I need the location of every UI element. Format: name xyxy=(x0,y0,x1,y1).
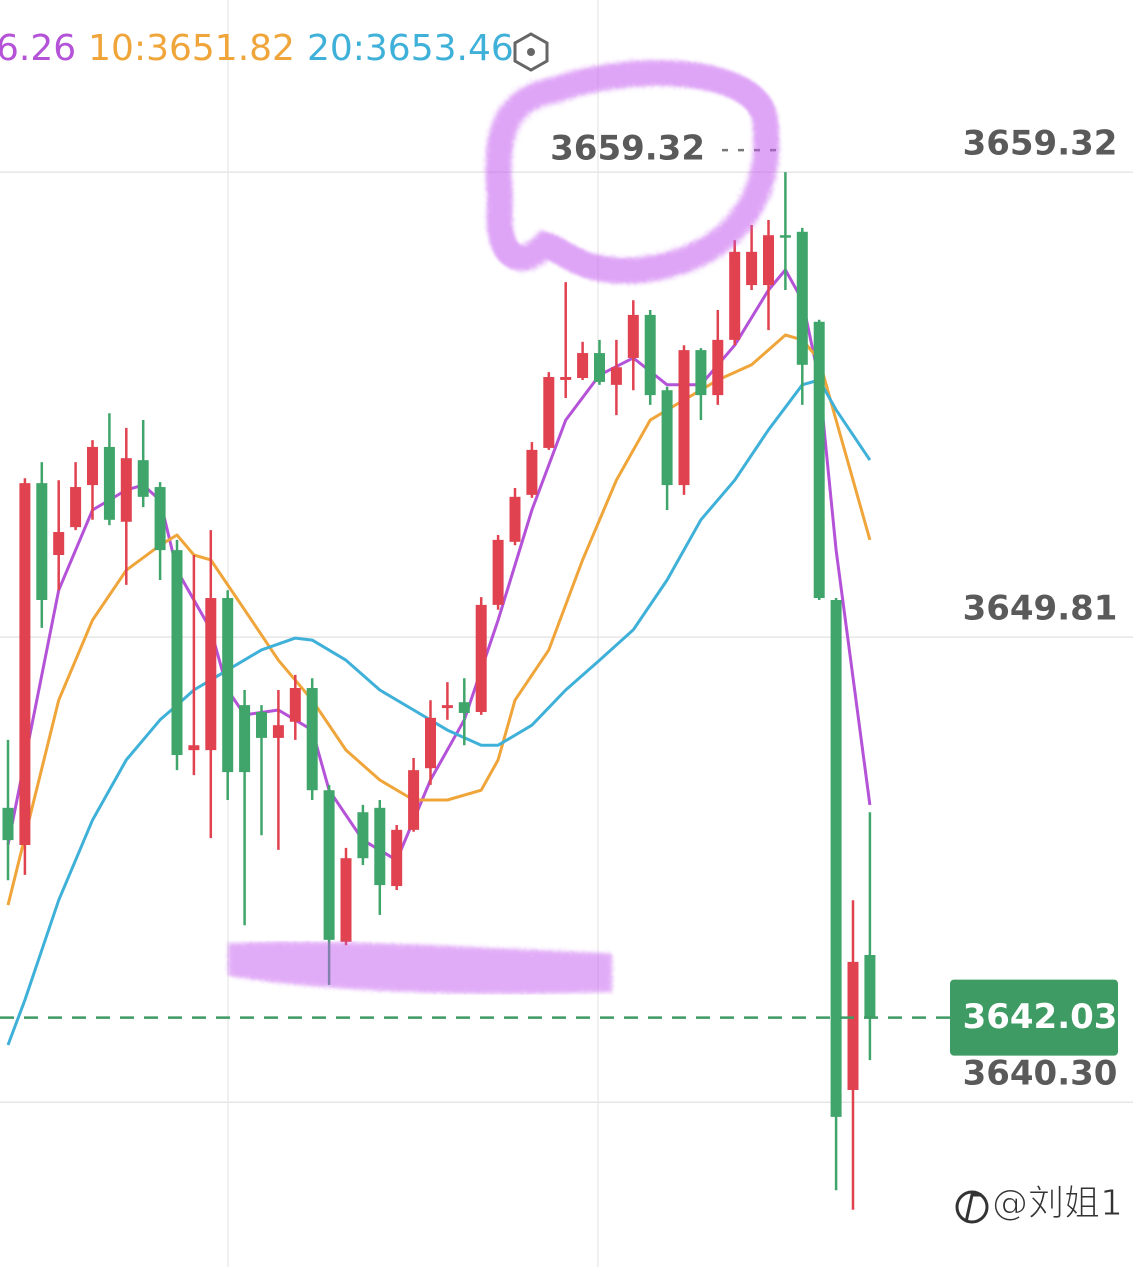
legend-entry: 10:3651.82 xyxy=(88,28,295,69)
y-tick-label: 3649.81 xyxy=(963,589,1118,629)
candle-body xyxy=(2,807,14,841)
candle-body xyxy=(188,745,200,751)
candle-body xyxy=(53,532,65,556)
candle-body xyxy=(458,702,470,713)
candle-body xyxy=(306,688,318,791)
candle-body xyxy=(678,350,690,486)
candle-body xyxy=(272,725,284,738)
highlight-circle xyxy=(485,60,780,284)
candle-body xyxy=(70,487,82,528)
candle-body xyxy=(526,449,538,495)
candle-body xyxy=(137,460,149,497)
candle-body xyxy=(408,770,420,830)
highlight-band xyxy=(228,941,612,994)
candle-body xyxy=(374,807,386,886)
candle-body xyxy=(239,705,251,773)
candle-body xyxy=(661,390,673,486)
candle-body xyxy=(222,598,234,773)
legend: 6.26 10:3651.82 20:3653.46 xyxy=(0,28,514,69)
candles xyxy=(2,172,876,1210)
candle-body xyxy=(103,446,115,520)
legend-entry: 20:3653.46 xyxy=(307,28,514,69)
candle-body xyxy=(357,812,369,859)
candle-body xyxy=(746,251,758,286)
candle-body xyxy=(830,600,842,1117)
candle-body xyxy=(627,314,639,358)
candle-body xyxy=(205,598,217,751)
y-tick-label: 3640.30 xyxy=(963,1054,1118,1094)
y-axis: 3640.30 3649.81 3659.32 xyxy=(963,124,1118,1094)
candle-body xyxy=(289,688,301,722)
last-price-label: 3642.03 xyxy=(963,997,1118,1037)
candle-body xyxy=(323,790,335,940)
candle-body xyxy=(256,711,267,738)
candle-body xyxy=(763,235,774,286)
candle-body xyxy=(441,705,453,709)
candle-body xyxy=(644,314,656,396)
last-price-tag xyxy=(950,979,1118,1056)
candle-body xyxy=(864,955,876,1018)
candle-body xyxy=(610,367,622,385)
candle-body xyxy=(729,251,741,340)
candle-body xyxy=(425,717,436,769)
candle-body xyxy=(594,353,605,382)
candle-body xyxy=(543,377,555,448)
candle-body xyxy=(509,496,521,542)
settings-icon[interactable] xyxy=(513,32,549,72)
candle-body xyxy=(171,550,183,756)
candle-body xyxy=(796,231,808,365)
candle-body xyxy=(475,604,487,712)
grid xyxy=(0,171,1133,1103)
annotations: 3659.32 3642.03 xyxy=(0,129,1118,1056)
candle-body xyxy=(492,539,504,605)
candle-body xyxy=(577,353,589,378)
candle-body xyxy=(87,446,98,486)
candle-body xyxy=(847,961,859,1090)
watermark-logo xyxy=(955,1190,989,1224)
candle-body xyxy=(695,350,707,396)
ma-line xyxy=(6,333,872,906)
candle-body xyxy=(36,483,48,601)
candle-body xyxy=(154,487,166,551)
candle-body xyxy=(391,829,403,887)
candle-body xyxy=(813,321,825,599)
legend-entry: 6.26 xyxy=(0,28,76,69)
candle-body xyxy=(712,339,724,396)
candle-body xyxy=(340,858,352,942)
high-annotation: 3659.32 xyxy=(550,129,705,169)
candle-body xyxy=(779,235,791,238)
watermark: @刘姐1 xyxy=(992,1183,1123,1224)
candle-body xyxy=(19,483,31,845)
candle-body xyxy=(560,377,572,380)
y-tick-label: 3659.32 xyxy=(963,124,1118,164)
candle-body xyxy=(120,458,132,522)
